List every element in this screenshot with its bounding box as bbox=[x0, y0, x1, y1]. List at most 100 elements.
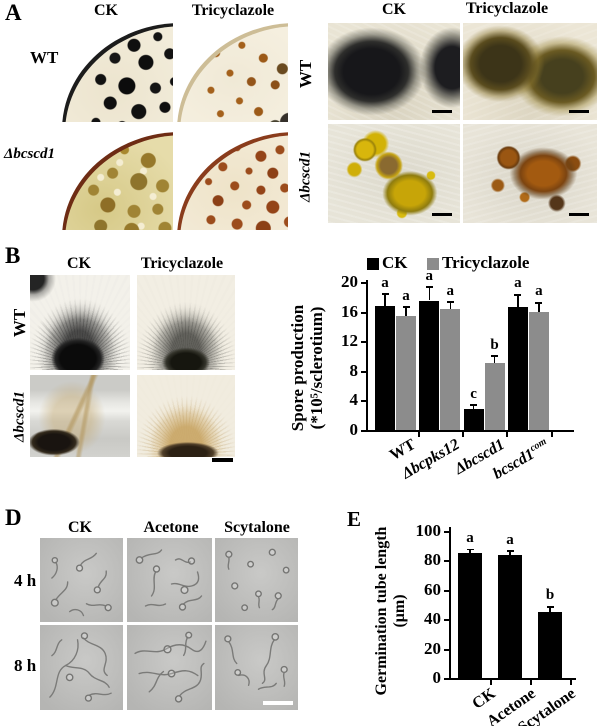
error-bar bbox=[469, 550, 471, 554]
y-tick-label: 16 bbox=[341, 301, 358, 321]
y-tick bbox=[444, 648, 449, 651]
y-tick-label: 100 bbox=[415, 521, 442, 540]
y-axis-title-line: Germination tube length bbox=[373, 526, 390, 696]
photos-row-header-bcscd1: Δbcscd1 bbox=[11, 390, 28, 443]
photo-sclerotium-wt-ck bbox=[30, 275, 130, 370]
micrograph-8h-ck bbox=[40, 625, 123, 710]
y-tick bbox=[444, 589, 449, 592]
plates-col-header-ck: CK bbox=[94, 2, 118, 19]
germling-drawing bbox=[135, 549, 203, 611]
sig-letter: a bbox=[381, 274, 389, 291]
micrographs-row-header-bcscd1: Δbcscd1 bbox=[297, 150, 314, 203]
bar-value-1 bbox=[498, 554, 522, 678]
error-cap bbox=[446, 301, 454, 304]
germling-drawing bbox=[134, 631, 207, 703]
x-tick bbox=[418, 432, 420, 437]
bar-value-0 bbox=[458, 553, 482, 678]
sig-letter: a bbox=[466, 530, 474, 547]
y-tick-label: 20 bbox=[424, 638, 441, 658]
error-bar bbox=[509, 551, 511, 555]
y-axis-title-line: (*10⁵/sclerotium) bbox=[307, 306, 327, 430]
panel-d-col-header-acetone: Acetone bbox=[143, 519, 199, 536]
x-tick-label-superscript: com bbox=[527, 436, 549, 455]
scale-bar bbox=[432, 110, 452, 113]
x-tick bbox=[530, 680, 532, 685]
y-tick-label: 12 bbox=[341, 331, 358, 351]
x-axis bbox=[449, 678, 576, 680]
error-cap bbox=[491, 355, 499, 358]
panel-d-col-header-scytalone: Scytalone bbox=[224, 519, 290, 536]
micrograph-4h-acetone bbox=[127, 538, 212, 622]
micrograph-wt-ck bbox=[328, 23, 460, 120]
panel-d-row-header-4h: 4 h bbox=[14, 571, 37, 590]
y-axis bbox=[449, 527, 451, 680]
micrograph-8h-scytalone bbox=[215, 625, 298, 710]
error-cap bbox=[466, 548, 474, 551]
photo-plate-bcscd1-ck bbox=[62, 132, 173, 230]
plates-row-header-wt: WT bbox=[30, 48, 59, 67]
x-tick bbox=[462, 432, 464, 437]
error-cap bbox=[381, 293, 389, 295]
y-tick-label: 40 bbox=[424, 609, 441, 629]
error-bar bbox=[384, 294, 386, 306]
germling-drawing bbox=[225, 548, 290, 612]
photo-sclerotium-bcscd1-ck bbox=[30, 375, 130, 457]
panel-d-row-header-8h: 8 h bbox=[14, 656, 37, 675]
y-tick bbox=[444, 619, 449, 622]
photo-sclerotium-wt-tricyclazole bbox=[137, 275, 235, 370]
micrograph-bcscd1-tricyclazole bbox=[463, 124, 597, 223]
bar-ck-0 bbox=[375, 305, 395, 430]
sig-letter: b bbox=[545, 587, 555, 604]
y-tick-label: 60 bbox=[424, 579, 441, 599]
photos-col-header-tricyclazole: Tricyclazole bbox=[140, 255, 224, 272]
sig-letter: c bbox=[470, 385, 477, 402]
y-axis-title: Germination tube length (μm) bbox=[373, 506, 415, 716]
y-tick-label: 0 bbox=[349, 420, 359, 439]
error-bar bbox=[493, 356, 496, 364]
panel-a-label: A bbox=[5, 0, 22, 25]
plates-col-header-tricyclazole: Tricyclazole bbox=[191, 2, 275, 19]
y-tick-label: 8 bbox=[349, 360, 359, 380]
panel-d-label: D bbox=[5, 505, 22, 530]
sig-letter: a bbox=[446, 282, 455, 299]
y-axis-title-line: Spore production bbox=[288, 304, 307, 432]
y-tick bbox=[361, 400, 366, 403]
x-tick bbox=[506, 432, 508, 437]
sig-letter: a bbox=[425, 267, 434, 284]
panel-b-label: B bbox=[5, 243, 21, 268]
y-tick bbox=[361, 282, 366, 284]
photo-plate-wt-tricyclazole bbox=[177, 23, 288, 122]
y-axis-title: Spore production (*10⁵/sclerotium) bbox=[288, 268, 330, 468]
micrographs-col-header-ck: CK bbox=[382, 1, 406, 18]
bar-ck-3 bbox=[507, 307, 528, 430]
photos-row-header-wt: WT bbox=[10, 308, 29, 338]
bar-tricyclazole-0 bbox=[396, 316, 416, 430]
germling-drawing bbox=[50, 552, 112, 617]
y-tick-label: 20 bbox=[341, 272, 358, 291]
y-tick-label: 4 bbox=[349, 390, 359, 410]
micrographs-row-header-wt: WT bbox=[296, 59, 315, 89]
y-tick-label: 80 bbox=[424, 550, 441, 570]
sig-letter: b bbox=[490, 336, 499, 353]
panel-d-col-header-ck: CK bbox=[68, 519, 92, 536]
panel-e-label: E bbox=[347, 507, 362, 531]
y-tick bbox=[361, 430, 366, 432]
y-tick-label: 0 bbox=[432, 668, 442, 687]
legend-swatch-ck bbox=[367, 258, 379, 270]
error-bar bbox=[538, 303, 540, 312]
y-tick bbox=[444, 678, 449, 680]
scale-bar bbox=[263, 701, 293, 705]
micrograph-8h-acetone bbox=[127, 625, 212, 710]
error-cap bbox=[470, 404, 478, 406]
y-tick bbox=[361, 370, 366, 373]
bar-tricyclazole-2 bbox=[484, 363, 505, 430]
legend-label: Tricyclazole bbox=[442, 253, 530, 272]
legend-label: CK bbox=[382, 253, 408, 272]
y-tick bbox=[444, 531, 449, 533]
scale-bar bbox=[569, 213, 589, 216]
bar-tricyclazole-1 bbox=[440, 309, 461, 430]
scale-bar bbox=[569, 110, 589, 113]
error-bar bbox=[472, 405, 475, 410]
error-cap bbox=[514, 293, 522, 296]
error-bar bbox=[517, 295, 519, 308]
